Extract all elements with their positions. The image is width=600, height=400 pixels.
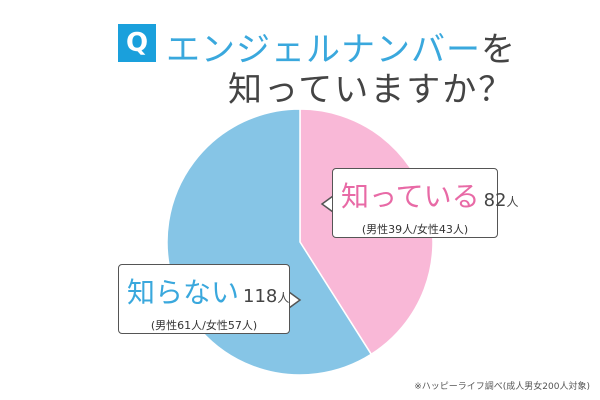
slice-unit-unknown: 人 bbox=[277, 291, 290, 305]
slice-value-unknown: 118 bbox=[243, 286, 278, 307]
q-badge: Q bbox=[118, 24, 156, 62]
slice-detail-unknown: (男性61人/女性57人) bbox=[150, 319, 258, 332]
slice-value-know: 82 bbox=[483, 190, 507, 211]
footnote: ※ハッピーライフ調べ(成人男女200人対象) bbox=[414, 382, 590, 392]
title-line2: 知っていますか？ bbox=[228, 70, 515, 110]
callout-unknown: 知らない 118人 (男性61人/女性57人) bbox=[118, 264, 290, 334]
title-line1: エンジェルナンバーを bbox=[166, 22, 516, 71]
title-tail: を bbox=[481, 30, 516, 70]
callout-know: 知っている 82人 (男性39人/女性43人) bbox=[332, 168, 519, 238]
slice-label-know: 知っている bbox=[341, 180, 480, 213]
slice-detail-know: (男性39人/女性43人) bbox=[361, 223, 469, 236]
slice-label-unknown: 知らない bbox=[127, 276, 240, 309]
slice-unit-know: 人 bbox=[506, 195, 519, 209]
title-main: エンジェルナンバー bbox=[166, 30, 481, 70]
